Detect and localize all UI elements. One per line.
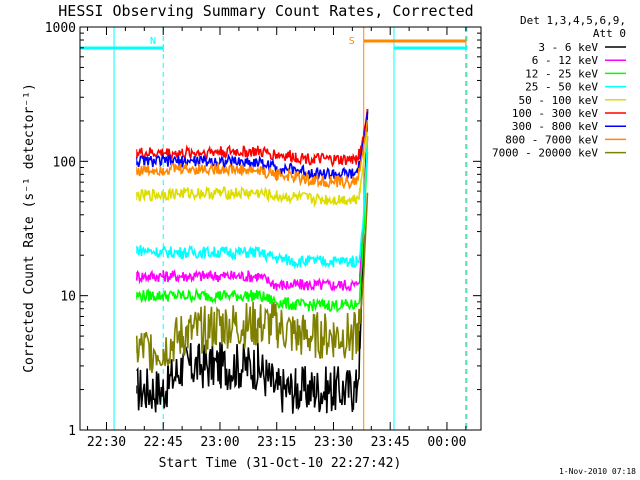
legend-header-line-2: Att 0 — [593, 27, 626, 40]
x-tick-label-4: 23:30 — [314, 435, 353, 450]
plot-frame — [79, 26, 482, 431]
x-tick-label-3: 23:15 — [257, 435, 296, 450]
x-axis-label: Start Time (31-Oct-10 22:27:42) — [159, 456, 402, 471]
legend-label-5: 100 - 300 keV — [512, 107, 598, 120]
legend-header-line-1: Det 1,3,4,5,6,9, — [520, 14, 626, 27]
series-line-4 — [135, 131, 369, 209]
series-line-6 — [136, 111, 369, 182]
legend-label-8: 7000 - 20000 keV — [492, 147, 598, 160]
y-axis-label: Corrected Count Rate (s⁻¹ detector⁻¹) — [22, 83, 37, 373]
series-line-5 — [135, 108, 369, 168]
legend-label-6: 300 - 800 keV — [512, 120, 598, 133]
legend-label-2: 12 - 25 keV — [525, 67, 598, 80]
y-tick-label-2: 100 — [53, 155, 76, 170]
series-4 — [135, 131, 369, 209]
axes: 22:30 22:45 23:00 23:15 23:30 23:45 00:00 1 10 10… — [45, 21, 481, 450]
series-2 — [135, 151, 369, 313]
y-tick-label-0: 1 — [68, 424, 76, 439]
series-6 — [136, 111, 369, 182]
series-line-2 — [135, 151, 369, 313]
series-8 — [135, 192, 369, 374]
series-7 — [135, 119, 369, 190]
series-line-1 — [135, 136, 369, 292]
legend-label-1: 6 - 12 keV — [532, 54, 599, 67]
x-tick-label-1: 22:45 — [144, 435, 183, 450]
series-line-0 — [136, 108, 369, 414]
y-tick-label-3: 1000 — [45, 21, 76, 36]
footer-date: 1-Nov-2010 07:18 — [559, 467, 636, 476]
series-1 — [135, 136, 369, 292]
flag-label-N: N — [150, 36, 156, 47]
series-line-3 — [136, 136, 369, 270]
series-0 — [136, 108, 369, 414]
x-tick-label-5: 23:45 — [371, 435, 410, 450]
series-5 — [135, 108, 369, 168]
x-tick-label-2: 23:00 — [200, 435, 239, 450]
legend-label-3: 25 - 50 keV — [525, 81, 598, 94]
legend-label-7: 800 - 7000 keV — [505, 133, 598, 146]
chart-title: HESSI Observing Summary Count Rates, Cor… — [58, 2, 473, 20]
legend-label-0: 3 - 6 keV — [538, 41, 598, 54]
flag-label-S: S — [349, 36, 355, 47]
y-tick-label-1: 10 — [60, 290, 76, 305]
series-line-7 — [135, 119, 369, 190]
series-line-8 — [135, 192, 369, 374]
x-tick-label-0: 22:30 — [87, 435, 126, 450]
series-3 — [136, 136, 369, 270]
x-tick-label-6: 00:00 — [427, 435, 466, 450]
legend-label-4: 50 - 100 keV — [519, 94, 599, 107]
